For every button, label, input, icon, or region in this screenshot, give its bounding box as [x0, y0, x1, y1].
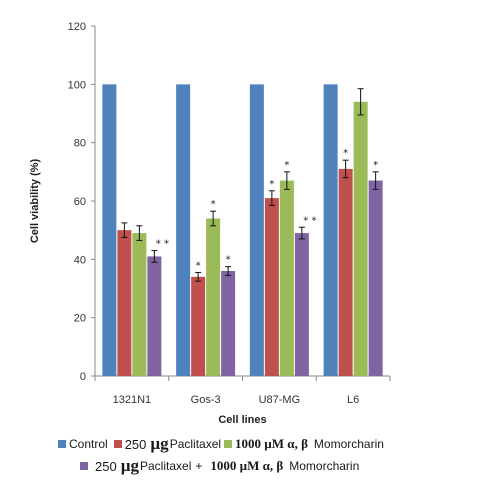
legend-swatch-control [58, 440, 66, 448]
legend-label-combo-dose: 250 [95, 458, 117, 474]
legend-row-1: Control 250 µg Paclitaxel 1000 µM α, β M… [58, 434, 384, 454]
significance-marker: * [343, 148, 348, 159]
legend-label-combo-momorcharin: Momorcharin [289, 459, 360, 473]
legend-swatch-paclitaxel [113, 440, 122, 448]
legend-row-2: 250 µg Paclitaxel + 1000 µM α, β Momorch… [80, 456, 359, 476]
bar [338, 168, 353, 376]
bar [221, 271, 236, 376]
legend-label-combo-paclitaxel: Paclitaxel [140, 459, 192, 473]
x-axis-title: Cell lines [218, 414, 266, 426]
bar [206, 218, 221, 376]
y-tick-label: 80 [74, 138, 86, 150]
bar [368, 180, 383, 376]
significance-marker: * [284, 160, 289, 171]
y-tick-label: 0 [80, 371, 86, 383]
significance-marker: * [211, 199, 216, 210]
bar [132, 233, 147, 376]
legend-label-paclitaxel-unit: µg [150, 434, 169, 453]
bar [102, 84, 117, 376]
bar [294, 233, 309, 376]
legend-label-momorcharin-dose: 1000 µM α, β [235, 436, 308, 451]
x-tick-label: 1321N1 [113, 394, 152, 406]
bar [117, 230, 132, 376]
x-tick-label: L6 [347, 394, 359, 406]
x-tick-label: Gos-3 [191, 394, 221, 406]
significance-marker: * * [156, 239, 169, 250]
legend-swatch-momorcharin [224, 440, 233, 448]
x-tick-label: U87-MG [259, 394, 301, 406]
legend-label-combo-momorcharin-dose: 1000 µM α, β [210, 458, 284, 473]
legend-label-control: Control [69, 437, 108, 451]
significance-marker: * [373, 160, 378, 171]
bar [353, 101, 368, 376]
y-tick-label: 100 [68, 79, 86, 91]
y-axis-title: Cell viability (%) [29, 158, 41, 243]
legend-swatch-combination [80, 462, 88, 470]
legend-label-paclitaxel-dose: 250 [124, 436, 147, 452]
significance-marker: * [196, 260, 201, 271]
significance-marker: * * [303, 215, 316, 226]
legend-label-combo-unit: µg [120, 456, 139, 475]
chart-bars [102, 84, 383, 376]
bar [191, 276, 206, 376]
bar [279, 180, 294, 376]
bar [264, 198, 279, 376]
y-tick-label: 60 [74, 196, 86, 208]
chart-labels: 0 20 40 60 80 100 120 * * 1321N1 * * * Gos-3 * * * * U87… [68, 21, 378, 406]
bar-chart: 0 20 40 60 80 100 120 * * 1321N1 * * * Gos-3 * * * * U87… [29, 21, 391, 426]
legend-label-paclitaxel: Paclitaxel [169, 437, 222, 451]
bar [176, 84, 191, 376]
bar [147, 256, 162, 376]
bar [323, 84, 338, 376]
significance-marker: * [226, 255, 231, 266]
legend-label-momorcharin: Momorcharin [313, 437, 384, 451]
bar [249, 84, 264, 376]
legend-label-combo-plus: + [195, 459, 203, 473]
y-tick-label: 20 [74, 313, 86, 325]
y-tick-label: 120 [68, 21, 86, 33]
significance-marker: * [269, 179, 274, 190]
y-tick-label: 40 [74, 254, 86, 266]
